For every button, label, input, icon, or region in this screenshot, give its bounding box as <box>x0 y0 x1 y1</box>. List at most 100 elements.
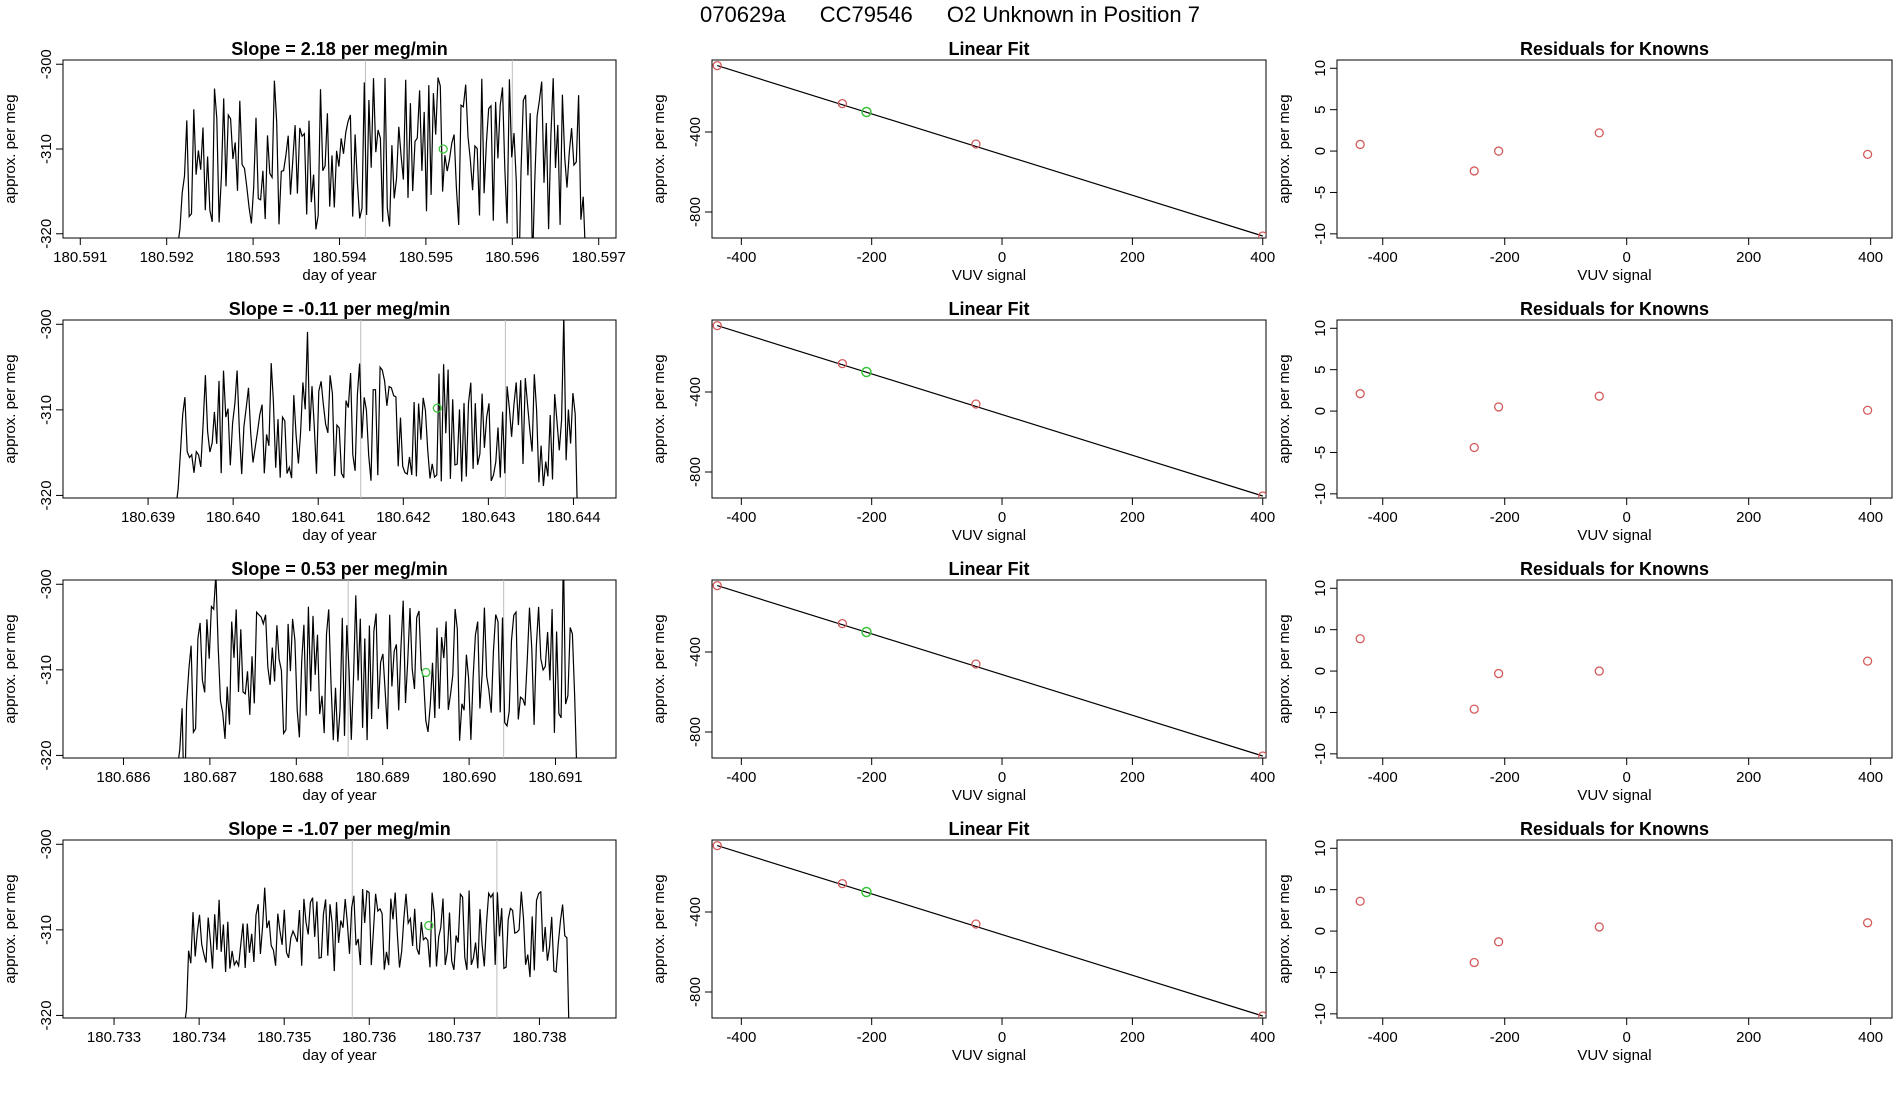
y-tick-label: -400 <box>687 377 704 407</box>
plot-area <box>712 320 1266 498</box>
known-standard-point <box>971 399 981 409</box>
x-tick-label: 180.591 <box>53 249 107 266</box>
plot-frame <box>62 319 617 499</box>
plot-area <box>1355 128 1873 176</box>
y-tick-label: -310 <box>38 395 55 425</box>
residual-point <box>1469 442 1479 453</box>
x-tick-label: 180.735 <box>257 1029 311 1046</box>
residual-point <box>1355 634 1365 644</box>
x-tick-label: 200 <box>1736 1029 1761 1046</box>
tank-id: CC79546 <box>819 2 913 27</box>
y-tick-label: 5 <box>1312 886 1329 894</box>
panel-linear-fit-row-3: Linear Fit -400 -200 0 200 400 VUV signal -400 -… <box>651 559 1275 804</box>
x-tick-label: 180.690 <box>442 769 496 786</box>
plot-area <box>176 320 578 498</box>
panel-time-series-row-3: Slope = 0.53 per meg/min 180.686 180.687 18… <box>2 559 617 804</box>
x-axis-label: VUV signal <box>952 1047 1026 1064</box>
unknown-point <box>861 886 872 898</box>
residual-point <box>1594 922 1604 932</box>
y-tick-label: -10 <box>1312 1003 1329 1025</box>
y-tick-label: -800 <box>687 197 704 227</box>
known-standard-point <box>712 840 722 851</box>
position-description: O2 Unknown in Position 7 <box>946 2 1200 27</box>
plot-frame <box>1336 579 1893 759</box>
x-tick-label: 400 <box>1250 769 1275 786</box>
residual-point <box>1355 139 1365 150</box>
y-tick-label: -400 <box>687 117 704 147</box>
plot-area <box>178 60 586 238</box>
residual-point <box>1594 128 1604 138</box>
y-tick-label: -320 <box>38 1000 55 1030</box>
y-tick-label: -310 <box>38 915 55 945</box>
signal-trace <box>184 887 570 1018</box>
x-tick-label: 180.736 <box>342 1029 396 1046</box>
x-axis-label: day of year <box>302 1047 376 1064</box>
y-tick-label: -300 <box>38 309 55 339</box>
y-axis-label: approx. per meg <box>2 94 19 203</box>
plot-frame <box>62 59 617 239</box>
y-tick-label: -320 <box>38 740 55 770</box>
residual-point <box>1493 146 1504 156</box>
y-tick-label: -5 <box>1312 706 1329 719</box>
y-tick-label: -5 <box>1312 446 1329 459</box>
panel-residuals-row-3: Residuals for Knowns -400 -200 0 200 400 VUV s… <box>1276 559 1893 804</box>
x-tick-label: 0 <box>1623 249 1631 266</box>
panel-residuals-row-2: Residuals for Knowns -400 -200 0 200 400 VUV s… <box>1276 299 1893 544</box>
panel-title: Linear Fit <box>948 39 1029 59</box>
x-tick-label: -200 <box>857 509 887 526</box>
y-tick-label: 10 <box>1312 580 1329 597</box>
x-tick-label: -200 <box>1490 249 1520 266</box>
plot-frame <box>1336 59 1893 239</box>
y-tick-label: 10 <box>1312 840 1329 857</box>
x-tick-label: 400 <box>1858 769 1883 786</box>
x-tick-label: 200 <box>1120 1029 1145 1046</box>
x-tick-label: 200 <box>1736 249 1761 266</box>
panel-title: Residuals for Knowns <box>1520 299 1709 319</box>
x-tick-label: 180.733 <box>87 1029 141 1046</box>
x-axis-label: VUV signal <box>1577 1047 1651 1064</box>
y-axis-label: approx. per meg <box>1276 354 1293 463</box>
y-axis-label: approx. per meg <box>651 874 668 983</box>
residual-point <box>1493 937 1504 947</box>
unknown-marker <box>432 403 442 413</box>
x-axis-label: VUV signal <box>1577 267 1651 284</box>
x-tick-label: -400 <box>726 769 756 786</box>
fit-line <box>717 845 1263 1017</box>
y-axis-label: approx. per meg <box>651 354 668 463</box>
y-tick-label: 5 <box>1312 106 1329 114</box>
residual-point <box>1594 391 1604 401</box>
y-tick-label: -10 <box>1312 483 1329 505</box>
unknown-marker <box>438 144 448 154</box>
y-tick-label: 0 <box>1312 667 1329 675</box>
unknown-point <box>861 106 872 118</box>
x-tick-label: 200 <box>1736 509 1761 526</box>
known-standard-point <box>712 60 722 71</box>
residual-point <box>1862 149 1873 160</box>
residual-point <box>1469 704 1479 714</box>
known-standard-point <box>971 919 981 929</box>
plot-frame <box>62 839 617 1019</box>
panel-title: Linear Fit <box>948 819 1029 839</box>
x-tick-label: 0 <box>1623 1029 1631 1046</box>
x-axis-label: VUV signal <box>952 787 1026 804</box>
y-tick-label: -400 <box>687 637 704 667</box>
panel-title: Linear Fit <box>948 299 1029 319</box>
x-tick-label: 180.644 <box>546 509 600 526</box>
y-tick-label: 0 <box>1312 927 1329 935</box>
x-tick-label: -400 <box>1368 769 1398 786</box>
x-tick-label: -200 <box>1490 509 1520 526</box>
x-tick-label: 0 <box>1623 509 1631 526</box>
x-axis-label: VUV signal <box>952 267 1026 284</box>
residual-point <box>1493 402 1504 412</box>
y-axis-label: approx. per meg <box>2 614 19 723</box>
x-tick-label: -200 <box>857 249 887 266</box>
panel-title: Residuals for Knowns <box>1520 559 1709 579</box>
x-tick-label: 180.640 <box>206 509 260 526</box>
y-tick-label: -300 <box>38 829 55 859</box>
x-tick-label: -400 <box>1368 1029 1398 1046</box>
plot-frame <box>711 319 1267 499</box>
known-standard-point <box>837 98 848 109</box>
x-axis-label: VUV signal <box>1577 527 1651 544</box>
x-axis-label: day of year <box>302 267 376 284</box>
y-tick-label: -800 <box>687 717 704 747</box>
